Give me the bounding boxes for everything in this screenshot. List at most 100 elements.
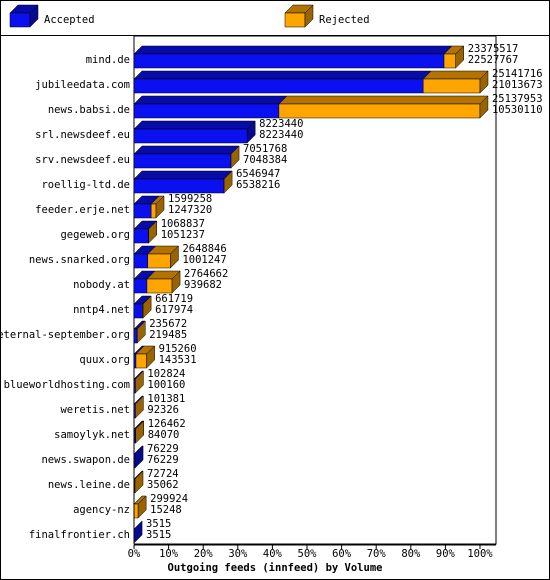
rejected-bar-face	[148, 220, 157, 244]
rejected-bar-face	[422, 70, 489, 80]
offered-label: 23375517	[468, 43, 519, 55]
accepted-label: 1001247	[182, 254, 226, 266]
legend-swatch-face	[29, 4, 39, 28]
category-label: weretis.net	[60, 404, 130, 416]
x-tick-label: 100%	[467, 548, 493, 560]
accepted-bar-face	[134, 445, 144, 469]
rejected-bar	[134, 370, 145, 394]
category-label: news.leine.de	[48, 479, 130, 491]
rejected-bar-face	[278, 103, 481, 119]
accepted-label: 84070	[148, 429, 180, 441]
category-label: nobody.at	[73, 279, 130, 291]
category-label: roellig-ltd.de	[41, 179, 130, 191]
rejected-bar	[147, 220, 158, 244]
accepted-bar	[133, 220, 158, 244]
rejected-bar	[134, 420, 145, 444]
rejected-bar	[230, 145, 240, 169]
rejected-bar-face	[134, 470, 144, 494]
x-tick-label: 80%	[401, 548, 421, 560]
offered-label: 1068837	[161, 218, 205, 230]
rejected-bar-face	[135, 353, 147, 369]
accepted-label: 8223440	[259, 129, 303, 141]
accepted-label: 6538216	[236, 179, 280, 191]
accepted-bar	[133, 70, 432, 94]
accepted-bar-face	[133, 353, 137, 369]
legend-swatch	[284, 4, 314, 28]
offered-label: 2764662	[184, 268, 228, 280]
accepted-bar	[133, 95, 288, 119]
x-tick-label: 70%	[367, 548, 387, 560]
rejected-bar-face	[146, 278, 173, 294]
accepted-label: 35062	[147, 479, 179, 491]
category-label: eternal-september.org	[0, 329, 130, 341]
accepted-bar-face	[133, 120, 256, 130]
accepted-bar-face	[133, 303, 143, 319]
offered-label: 25137953	[492, 93, 543, 105]
accepted-bar-face	[133, 70, 432, 80]
rejected-bar-face	[230, 145, 240, 169]
x-tick-label: 90%	[436, 548, 456, 560]
rejected-bar-face	[150, 203, 157, 219]
rejected-bar-face	[137, 495, 147, 519]
rejected-bar-face	[422, 78, 481, 94]
accepted-bar	[133, 445, 144, 469]
accepted-bar-face	[133, 178, 225, 194]
accepted-bar-face	[133, 45, 453, 55]
category-label: agency-nz	[73, 504, 130, 516]
rejected-bar	[136, 320, 146, 344]
accepted-label: 939682	[184, 279, 222, 291]
offered-label: 6546947	[236, 168, 280, 180]
offered-label: 102824	[147, 368, 185, 380]
accepted-bar-face	[246, 120, 256, 144]
category-label: news.babsi.de	[48, 104, 130, 116]
rejected-bar	[133, 470, 144, 494]
accepted-label: 219485	[149, 329, 187, 341]
category-label: news.swapon.de	[41, 454, 130, 466]
x-tick-label: 50%	[298, 548, 318, 560]
rejected-bar	[141, 295, 152, 319]
accepted-label: 3515	[146, 529, 171, 541]
category-label: mind.de	[86, 54, 130, 66]
offered-label: 2648846	[182, 243, 226, 255]
accepted-bar-face	[133, 253, 149, 269]
x-tick-label: 0%	[128, 548, 141, 560]
offered-label: 126462	[148, 418, 186, 430]
legend-swatch	[9, 4, 39, 28]
accepted-label: 76229	[147, 454, 179, 466]
offered-label: 235672	[149, 318, 187, 330]
accepted-bar	[133, 120, 256, 144]
rejected-bar	[150, 195, 165, 219]
accepted-label: 10530110	[492, 104, 543, 116]
accepted-label: 617974	[155, 304, 193, 316]
rejected-bar	[443, 45, 465, 69]
offered-label: 661719	[155, 293, 193, 305]
x-tick-label: 20%	[194, 548, 214, 560]
accepted-bar-face	[133, 278, 148, 294]
accepted-label: 15248	[150, 504, 182, 516]
rejected-bar	[278, 95, 489, 119]
plot-area	[133, 35, 497, 545]
rejected-bar-face	[133, 503, 139, 519]
accepted-label: 100160	[147, 379, 185, 391]
offered-label: 72724	[147, 468, 179, 480]
rejected-bar-face	[171, 270, 181, 294]
accepted-bar	[133, 145, 240, 169]
category-label: jubileedata.com	[35, 79, 130, 91]
rejected-bar	[134, 395, 144, 419]
accepted-label: 1247320	[168, 204, 212, 216]
legend-label: Rejected	[319, 14, 370, 26]
offered-label: 1599258	[168, 193, 212, 205]
accepted-label: 143531	[159, 354, 197, 366]
chart-title: Outgoing feeds (innfeed) by Volume	[168, 562, 383, 574]
offered-label: 299924	[150, 493, 188, 505]
accepted-bar-face	[133, 170, 233, 180]
rejected-bar-face	[155, 195, 165, 219]
rejected-bar-face	[135, 420, 144, 444]
accepted-bar	[133, 345, 145, 369]
accepted-label: 7048384	[243, 154, 287, 166]
offered-label: 915260	[159, 343, 197, 355]
x-tick-label: 10%	[159, 548, 179, 560]
rejected-bar-face	[223, 170, 233, 194]
legend-label: Accepted	[44, 14, 95, 26]
